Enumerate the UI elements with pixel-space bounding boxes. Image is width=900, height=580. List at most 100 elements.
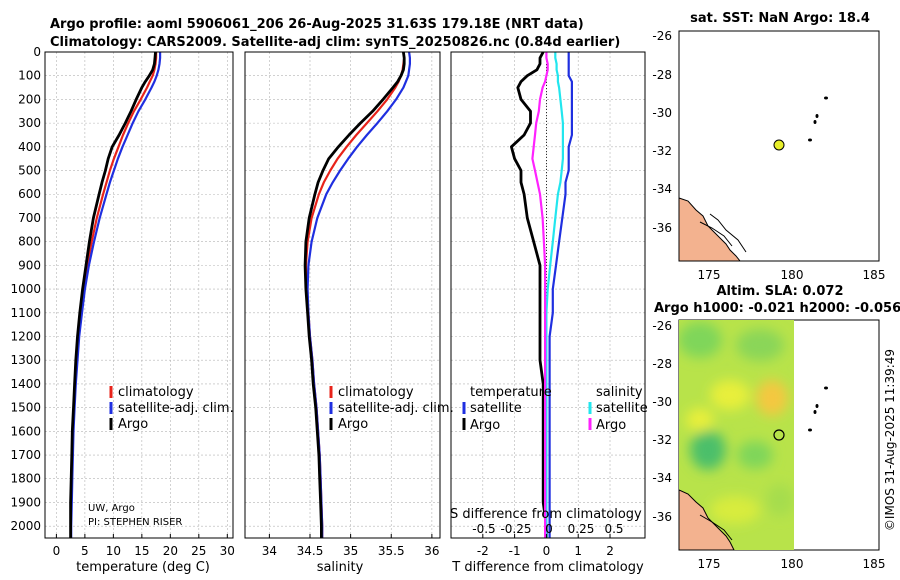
legend-argo-label: Argo: [118, 417, 148, 432]
legend-s-argo-label: Argo: [596, 418, 626, 433]
s-tick-label: 0: [545, 522, 553, 536]
sla-map-title-1: Altim. SLA: 0.072: [717, 284, 844, 299]
series-s-argo: [531, 52, 549, 538]
sst-lat-tick: -34: [652, 182, 672, 196]
depth-tick-label: 1000: [10, 282, 41, 296]
sst-lat-tick: -32: [652, 144, 672, 158]
sst-lat-tick: -36: [652, 221, 672, 235]
sst-map-coast-contour: [699, 221, 733, 247]
series-satellite: [70, 52, 162, 538]
sst-lon-tick: 175: [698, 268, 721, 282]
sla-lon-tick: 185: [863, 557, 886, 571]
temperature-panel: 0 5 10 15 20 25 300100200300400500600700800900…: [10, 45, 234, 558]
depth-tick-label: 1100: [10, 306, 41, 320]
temperature-legend: climatology satellite-adj. clim. Argo: [109, 385, 234, 432]
sla-lat-tick: -32: [652, 433, 672, 447]
x-tick-label: 34.5: [297, 544, 324, 558]
depth-tick-label: 1300: [10, 353, 41, 367]
sla-lat-tick: -36: [652, 510, 672, 524]
sla-field-blob: [710, 380, 750, 410]
sst-map-title: sat. SST: NaN Argo: 18.4: [690, 11, 870, 26]
axes-frame: [450, 51, 646, 539]
legend-satellite-label: satellite-adj. clim.: [118, 401, 234, 416]
sla-map-coast-contour: [699, 514, 733, 541]
series-s-satellite: [545, 52, 565, 538]
sst-lat-tick: -26: [652, 29, 672, 43]
depth-tick-label: 1800: [10, 472, 41, 486]
sst-map-bathy-contour: [709, 213, 747, 253]
island-dot: [824, 386, 828, 390]
temperature-xlabel: temperature (deg C): [76, 560, 210, 575]
legend-t-satellite-label: satellite: [470, 401, 522, 416]
header-line1: Argo profile: aoml 5906061_206 26-Aug-20…: [50, 17, 584, 32]
sst-lat-tick: -28: [652, 68, 672, 82]
salinity-legend: climatology satellite-adj. clim. Argo: [329, 385, 454, 432]
series-argo: [303, 51, 406, 538]
salinity-xlabel: salinity: [317, 560, 364, 575]
x-tick-label: 1: [574, 544, 582, 558]
sla-field-blob: [686, 408, 714, 432]
legend-s-satellite-label: satellite: [596, 401, 648, 416]
sst-map: -26 -28 -30 -32 -34 -36 175 180 185: [652, 29, 885, 282]
difference-legend: temperature satellite Argo salinity sate…: [462, 385, 648, 433]
depth-tick-label: 1700: [10, 448, 41, 462]
legend-argo-label: Argo: [338, 417, 368, 432]
x-tick-label: 0: [543, 544, 551, 558]
s-tick-label: 0.25: [568, 522, 595, 536]
island-dot: [808, 138, 812, 142]
legend-climatology-label: climatology: [338, 385, 414, 400]
x-tick-label: 25: [191, 544, 206, 558]
sst-map-land: [678, 197, 742, 262]
imos-credit: ©IMOS 31-Aug-2025 11:39:49: [883, 349, 897, 531]
legend-climatology-label: climatology: [118, 385, 194, 400]
depth-tick-label: 700: [18, 211, 41, 225]
sla-field-blob: [710, 496, 760, 524]
sst-lon-tick: 180: [781, 268, 804, 282]
sst-lat-tick: -30: [652, 106, 672, 120]
depth-tick-label: 800: [18, 235, 41, 249]
island-dot: [824, 96, 828, 100]
s-tick-label: -0.25: [500, 522, 531, 536]
difference-panel: -2 -1 0 1 2: [450, 51, 646, 558]
depth-tick-label: 900: [18, 258, 41, 272]
argo-position-marker: [773, 429, 785, 441]
x-tick-label: 35: [343, 544, 358, 558]
legend-t-argo-label: Argo: [470, 418, 500, 433]
sla-field-blob: [737, 441, 773, 469]
depth-tick-label: 2000: [10, 519, 41, 533]
legend-temperature-title: temperature: [470, 385, 552, 400]
argo-position-marker: [773, 139, 785, 151]
sla-lat-tick: -26: [652, 319, 672, 333]
sla-map: -26 -28 -30 -32 -34 -36 175 180 185: [652, 319, 885, 571]
float-source: UW, Argo: [88, 503, 135, 514]
axes-frame: [44, 51, 234, 539]
sla-lat-tick: -34: [652, 471, 672, 485]
x-tick-label: 0: [53, 544, 61, 558]
sla-field: [679, 320, 794, 550]
depth-tick-label: 600: [18, 187, 41, 201]
x-tick-label: -1: [509, 544, 521, 558]
depth-tick-label: 0: [33, 45, 41, 59]
sla-lat-tick: -30: [652, 395, 672, 409]
x-tick-label: 5: [81, 544, 89, 558]
island-dot: [808, 428, 812, 432]
island-dot: [815, 404, 819, 408]
difference-xlabel: T difference from climatology: [451, 560, 644, 575]
x-tick-label: 34: [262, 544, 277, 558]
sla-lon-tick: 175: [698, 557, 721, 571]
sla-field-blob: [766, 484, 794, 516]
x-tick-label: 35.5: [378, 544, 405, 558]
sla-lon-tick: 180: [781, 557, 804, 571]
x-tick-label: 30: [220, 544, 235, 558]
x-tick-label: -2: [477, 544, 489, 558]
legend-satellite-label: satellite-adj. clim.: [338, 401, 454, 416]
depth-tick-label: 400: [18, 140, 41, 154]
s-tick-label: 0.5: [604, 522, 623, 536]
island-dot: [813, 410, 817, 414]
x-tick-label: 2: [606, 544, 614, 558]
sla-field-blob: [736, 329, 784, 361]
x-tick-label: 20: [163, 544, 178, 558]
depth-tick-label: 1600: [10, 424, 41, 438]
